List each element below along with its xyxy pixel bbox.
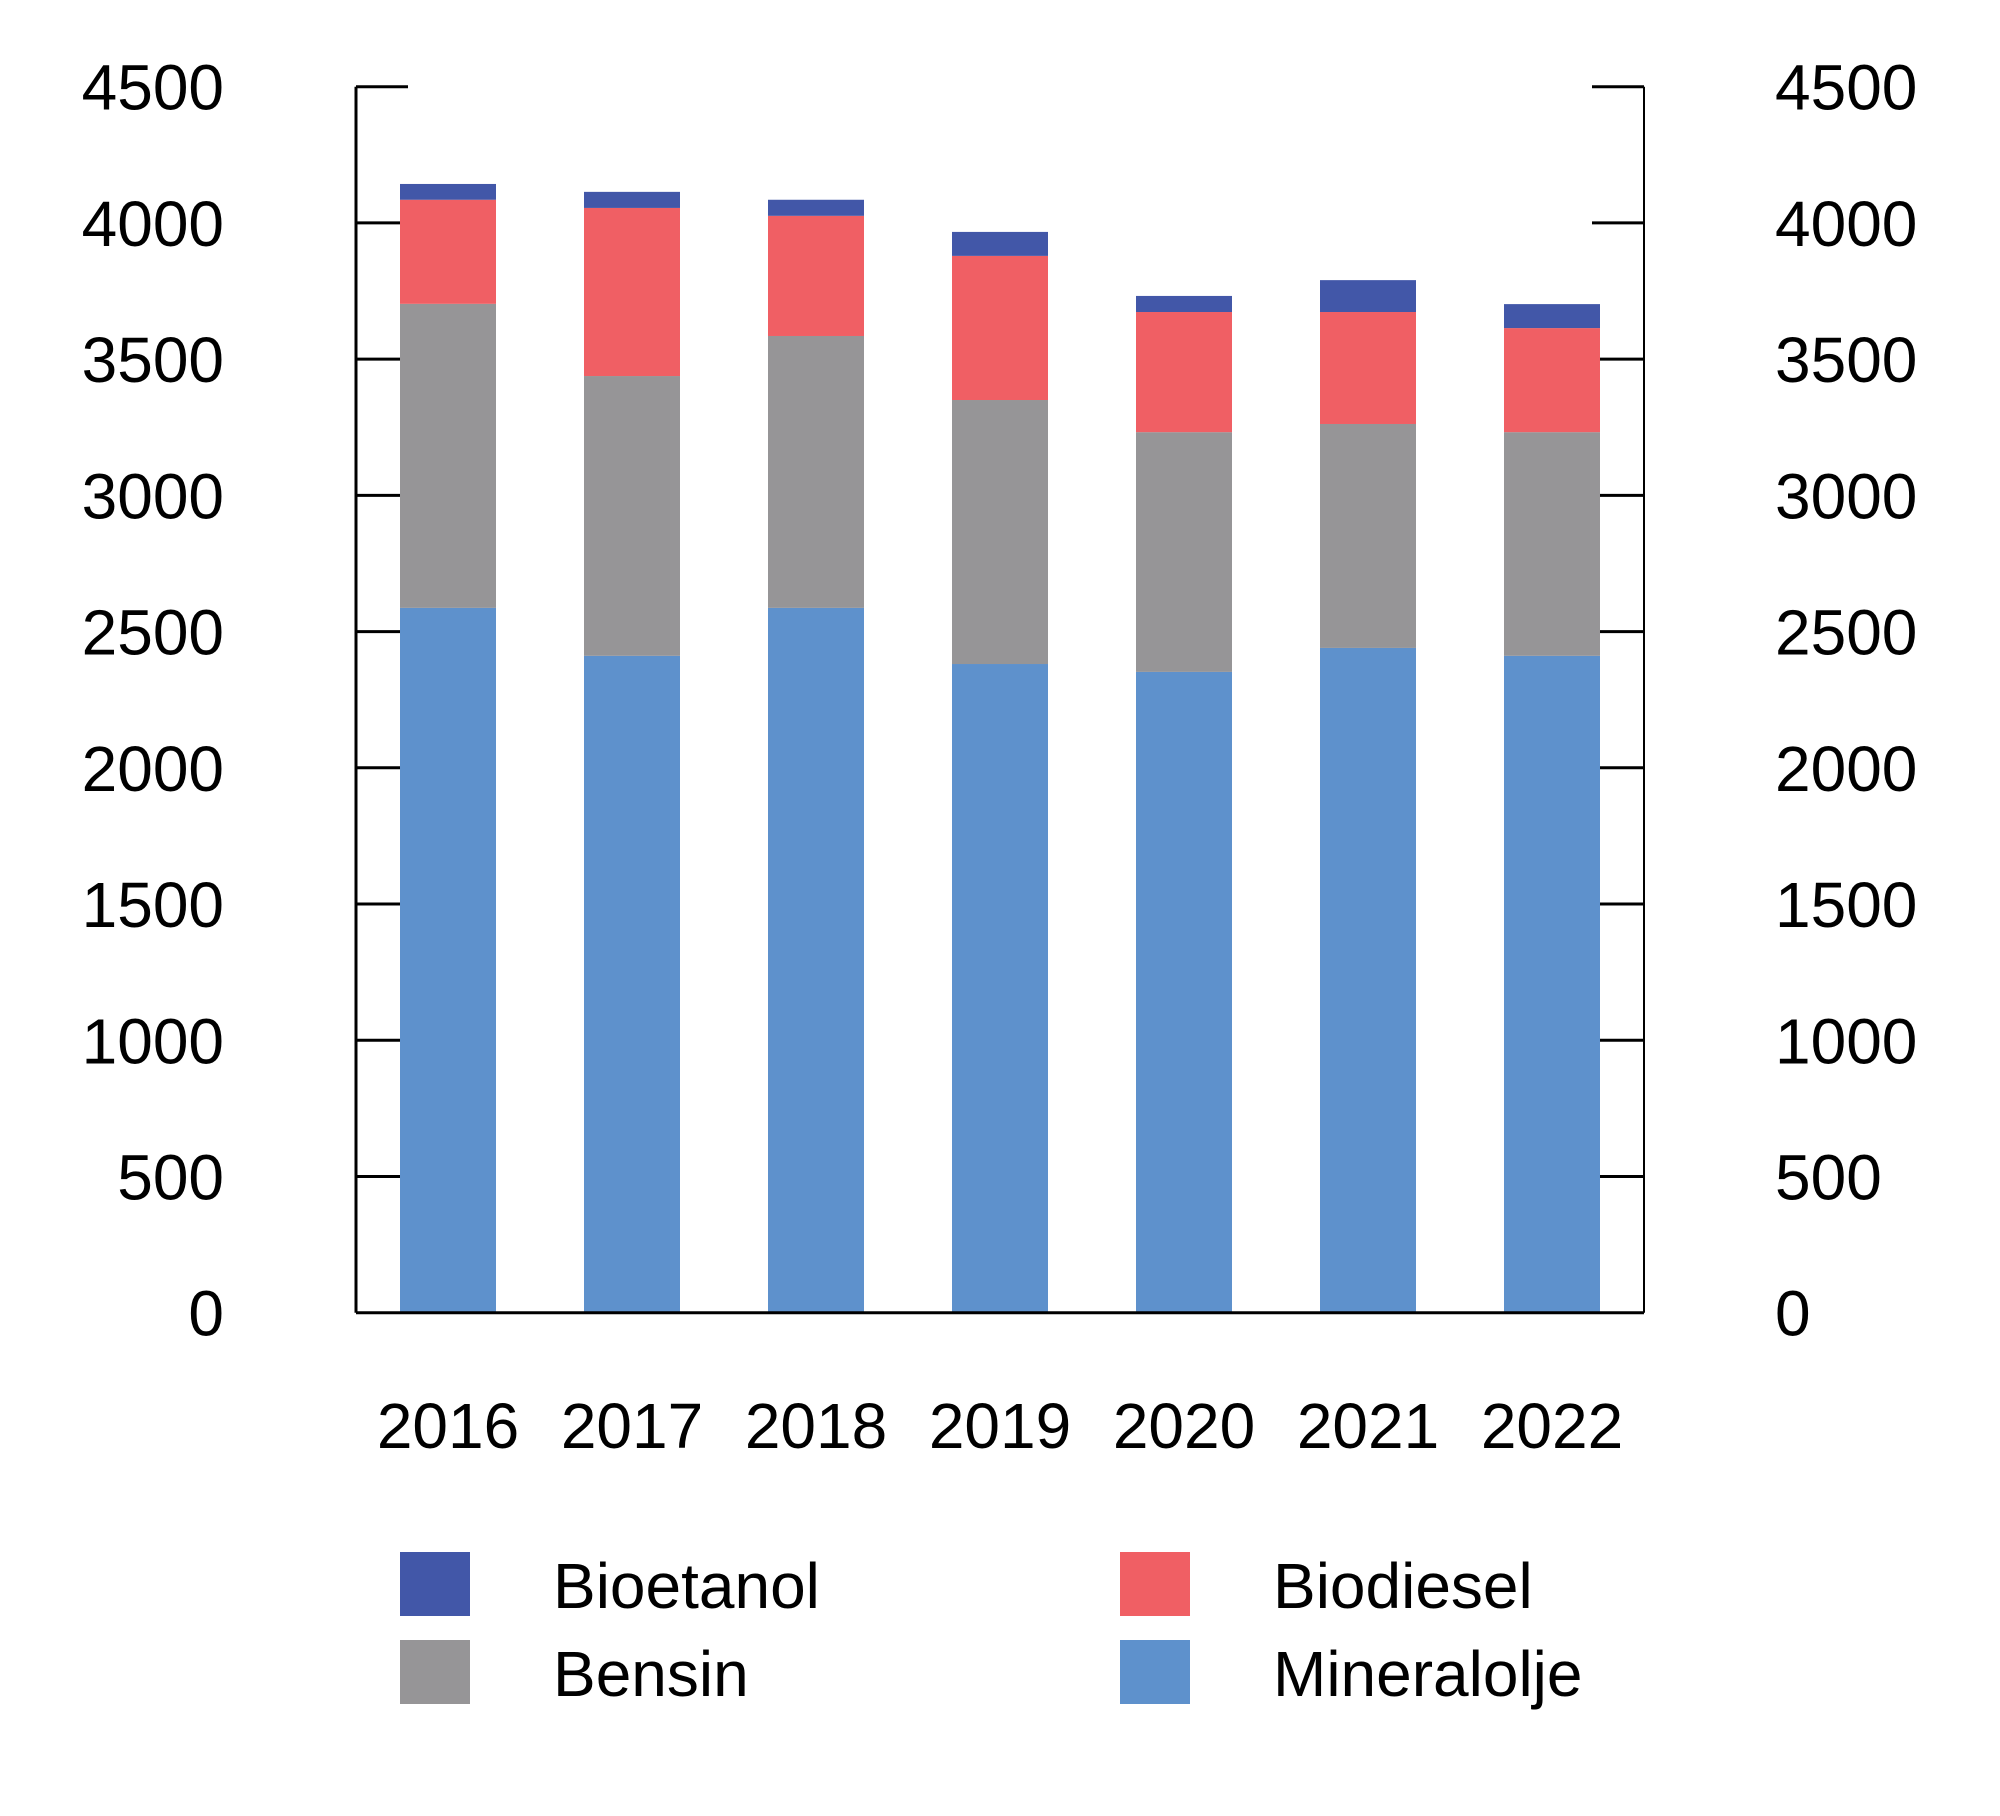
bar-segment-biodiesel-2021 <box>1320 312 1416 424</box>
x-tick-label: 2021 <box>1297 1390 1439 1462</box>
left-y-tick-label: 3000 <box>82 460 224 532</box>
bar-segment-bensin-2022 <box>1504 432 1600 656</box>
legend-label: Bioetanol <box>553 1550 820 1622</box>
legend-label: Biodiesel <box>1273 1550 1533 1622</box>
right-y-tick-label: 2500 <box>1775 597 1917 669</box>
left-y-tick-label: 4000 <box>82 188 224 260</box>
left-y-tick-label: 500 <box>117 1141 224 1213</box>
x-tick-label: 2019 <box>929 1390 1071 1462</box>
right-y-tick-label: 4000 <box>1775 188 1917 260</box>
right-y-tick-label: 4500 <box>1775 52 1917 124</box>
bar-segment-biodiesel-2020 <box>1136 312 1232 433</box>
bar-stack-2022 <box>1504 304 1600 1313</box>
legend-swatch <box>400 1640 470 1704</box>
legend-swatch <box>1120 1552 1190 1616</box>
bar-stack-2016 <box>400 183 496 1313</box>
bar-segment-mineralolje-2016 <box>400 607 496 1313</box>
left-y-tick-label: 1500 <box>82 869 224 941</box>
left-y-axis-ticks <box>356 85 408 1178</box>
left-y-tick-label: 0 <box>188 1278 224 1350</box>
left-y-tick-label: 2000 <box>82 733 224 805</box>
right-y-tick-label: 500 <box>1775 1141 1882 1213</box>
bar-segment-bioetanol-2020 <box>1136 295 1232 313</box>
bar-segment-biodiesel-2016 <box>400 199 496 304</box>
legend-label: Bensin <box>553 1638 749 1710</box>
bar-stack-2017 <box>584 191 680 1313</box>
legend-item-mineralolje: Mineralolje <box>1120 1638 1582 1710</box>
x-axis-labels: 2016 2017 2018 2019 2020 2021 2022 <box>377 1390 1623 1462</box>
right-y-tick-label: 3000 <box>1775 460 1917 532</box>
bar-segment-mineralolje-2019 <box>952 664 1048 1313</box>
bar-segment-biodiesel-2017 <box>584 207 680 377</box>
bar-segment-mineralolje-2022 <box>1504 655 1600 1313</box>
x-tick-label: 2022 <box>1481 1390 1623 1462</box>
legend-swatch <box>400 1552 470 1616</box>
bar-segment-bensin-2021 <box>1320 423 1416 648</box>
bar-segment-mineralolje-2021 <box>1320 647 1416 1313</box>
right-y-tick-label: 0 <box>1775 1278 1811 1350</box>
bar-segment-bioetanol-2016 <box>400 183 496 200</box>
legend-item-bensin: Bensin <box>400 1638 749 1710</box>
left-y-tick-label: 4500 <box>82 52 224 124</box>
right-y-tick-label: 3500 <box>1775 324 1917 396</box>
left-y-tick-label: 3500 <box>82 324 224 396</box>
bar-segment-mineralolje-2020 <box>1136 671 1232 1313</box>
bar-segment-mineralolje-2018 <box>768 607 864 1313</box>
bar-segment-biodiesel-2019 <box>952 255 1048 401</box>
bar-segment-bensin-2020 <box>1136 432 1232 672</box>
bar-stack-2019 <box>952 231 1048 1313</box>
left-y-tick-label: 2500 <box>82 597 224 669</box>
bar-segment-bioetanol-2022 <box>1504 304 1600 329</box>
bar-segment-bioetanol-2019 <box>952 231 1048 256</box>
bar-segment-bensin-2018 <box>768 335 864 608</box>
right-y-axis-labels: 0 500 1000 1500 2000 2500 3000 3500 4000 4500 <box>1775 52 1917 1350</box>
bars <box>400 183 1600 1313</box>
bar-stack-2020 <box>1136 295 1232 1313</box>
bar-segment-bensin-2016 <box>400 303 496 608</box>
right-y-axis-ticks <box>1592 85 1644 1178</box>
bar-segment-biodiesel-2018 <box>768 215 864 336</box>
right-y-tick-label: 1000 <box>1775 1005 1917 1077</box>
bar-stack-2021 <box>1320 280 1416 1313</box>
bar-segment-bioetanol-2018 <box>768 199 864 216</box>
bar-segment-mineralolje-2017 <box>584 655 680 1313</box>
legend-swatch <box>1120 1640 1190 1704</box>
left-y-tick-label: 1000 <box>82 1005 224 1077</box>
bar-segment-bensin-2017 <box>584 376 680 656</box>
bar-segment-biodiesel-2022 <box>1504 328 1600 433</box>
right-y-tick-label: 2000 <box>1775 733 1917 805</box>
bar-segment-bioetanol-2021 <box>1320 280 1416 313</box>
x-tick-label: 2017 <box>561 1390 703 1462</box>
legend-item-biodiesel: Biodiesel <box>1120 1550 1533 1622</box>
legend: Bioetanol Biodiesel Bensin Mineralolje <box>400 1550 1582 1710</box>
legend-label: Mineralolje <box>1273 1638 1582 1710</box>
bar-segment-bioetanol-2017 <box>584 191 680 208</box>
x-tick-label: 2016 <box>377 1390 519 1462</box>
left-y-axis-labels: 0 500 1000 1500 2000 2500 3000 3500 4000 4500 <box>82 52 224 1350</box>
x-tick-label: 2020 <box>1113 1390 1255 1462</box>
bar-stack-2018 <box>768 199 864 1313</box>
legend-item-bioetanol: Bioetanol <box>400 1550 820 1622</box>
right-y-tick-label: 1500 <box>1775 869 1917 941</box>
x-tick-label: 2018 <box>745 1390 887 1462</box>
bar-segment-bensin-2019 <box>952 400 1048 665</box>
